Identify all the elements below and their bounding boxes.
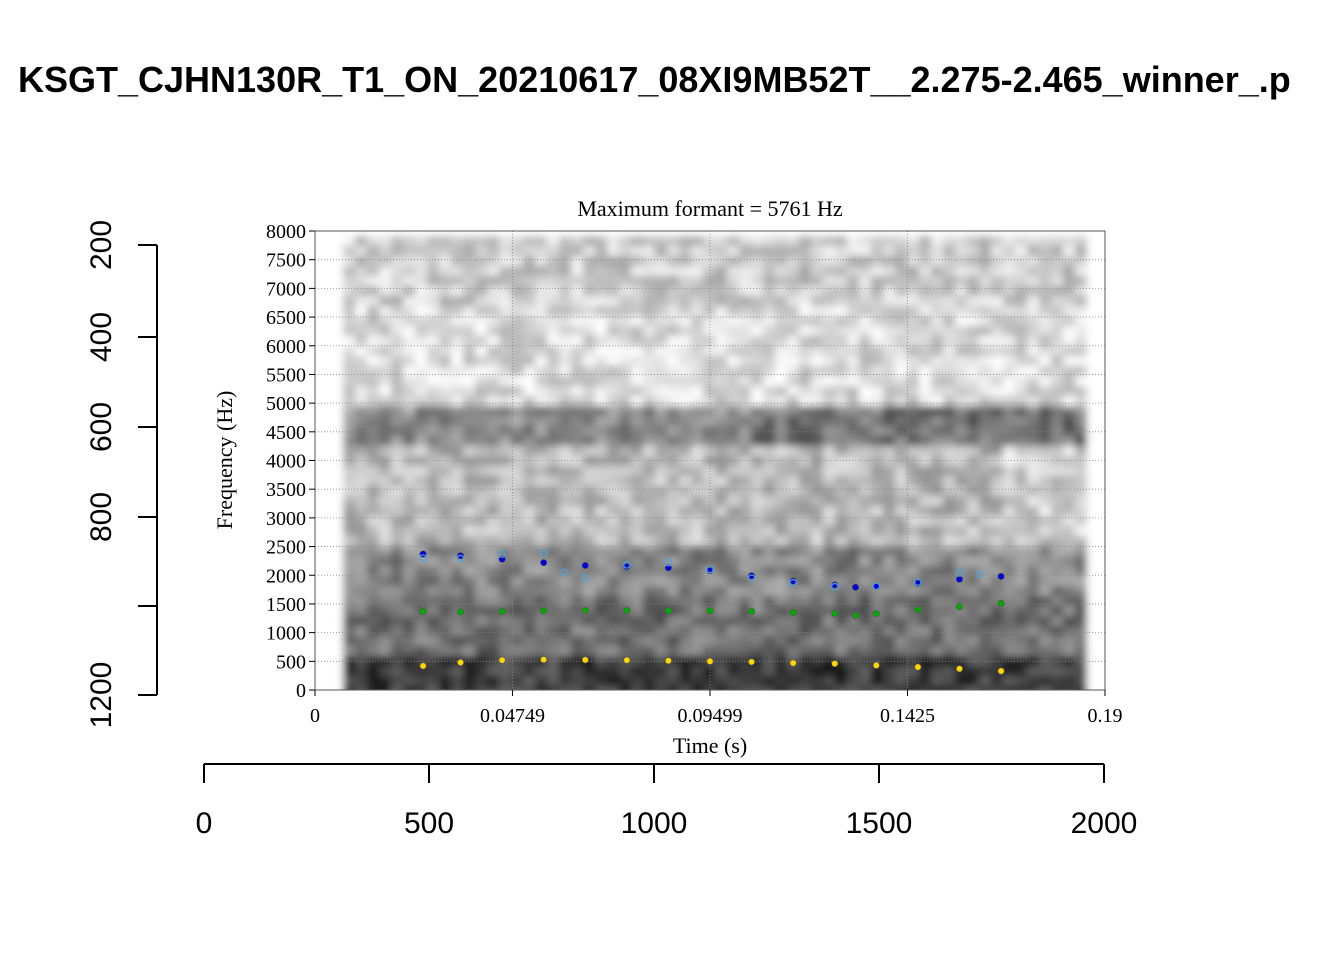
formant-points [419,549,1005,675]
formant-point [623,656,631,664]
y-tick-label: 7000 [266,278,306,300]
formant-point [540,607,548,615]
outer-y-tick-label: 800 [85,492,118,542]
formant-point [623,606,631,614]
formant-point [498,607,506,615]
outer-x-tick-label: 2000 [1071,807,1138,840]
outer-x-tick-label: 0 [196,807,213,840]
formant-point [540,656,548,664]
y-tick-label: 8000 [266,221,306,243]
formant-point [456,554,465,563]
outer-x-tick-label: 1500 [846,807,913,840]
outer-x-tick-label: 500 [404,807,454,840]
formant-point [955,665,963,673]
formant-point [581,606,589,614]
y-tick-label: 1000 [266,623,306,645]
formant-point [914,578,922,586]
y-tick-label: 2500 [266,537,306,559]
y-tick-label: 3500 [266,479,306,501]
y-tick-label: 5000 [266,393,306,415]
outer-x-tick-label: 1000 [621,807,688,840]
formant-point [872,661,880,669]
formant-point [498,656,506,664]
x-tick-label: 0.1425 [880,705,935,727]
y-tick-label: 3000 [266,508,306,530]
formant-point [955,603,963,611]
outer-y-axis: 200 400 600 800 1200 [85,220,158,729]
formant-point [419,554,427,562]
y-tick-label: 6000 [266,336,306,358]
y-tick-label: 4500 [266,422,306,444]
formant-point [789,659,797,667]
y-tick-label: 500 [276,651,306,673]
formant-point [664,558,673,567]
formant-point [748,572,756,580]
formant-point [831,660,839,668]
formant-point [955,575,963,583]
outer-y-tick-label: 200 [85,220,118,270]
formant-point [852,611,860,619]
y-axis-label: Frequency (Hz) [212,391,237,530]
x-tick-label: 0 [310,705,320,727]
y-tick-label: 4000 [266,451,306,473]
y-tick-label: 6500 [266,307,306,329]
formant-point [560,568,569,577]
formant-point [955,569,964,577]
formant-point [581,656,589,664]
page-title: KSGT_CJHN130R_T1_ON_20210617_08XI9MB52T_… [18,59,1291,100]
formant-point [914,663,922,671]
formant-point [997,599,1005,607]
formant-point [581,574,590,582]
formant-point [664,657,672,665]
formant-point [852,583,860,591]
x-tick-label: 0.04749 [480,705,545,727]
outer-y-tick-label: 1200 [85,662,118,729]
y-tick-label: 2000 [266,565,306,587]
formant-point [498,550,506,558]
y-axis: 0 500 1000 1500 2000 2500 3000 3500 4000 4500 5000… [266,221,315,702]
x-tick-label: 0.19 [1088,705,1123,727]
x-axis: 0 0.04749 0.09499 0.1425 0.19 [310,690,1123,727]
formant-point [831,610,839,618]
formant-point [457,608,465,616]
formant-point [747,574,756,582]
formant-point [748,607,756,615]
formant-point [581,561,589,569]
formant-point [914,606,922,614]
formant-point [872,582,881,590]
x-axis-label: Time (s) [673,733,747,758]
formant-point [830,582,839,591]
outer-x-axis: 0 500 1000 1500 2000 [196,763,1138,840]
formant-point [706,657,714,665]
formant-point [872,610,880,618]
formant-point [419,607,427,615]
formant-point [976,570,985,578]
formant-point [664,564,672,572]
formant-point [789,609,797,617]
formant-point [748,658,756,666]
formant-point [539,549,548,557]
formant-point [419,662,427,670]
x-tick-label: 0.09499 [677,705,742,727]
formant-point [540,559,548,567]
formant-point [623,561,631,569]
formant-point [997,667,1005,675]
chart-subtitle: Maximum formant = 5761 Hz [577,196,843,221]
y-tick-label: 5500 [266,364,306,386]
y-tick-label: 0 [296,680,306,702]
y-tick-label: 7500 [266,250,306,272]
formant-point [706,607,714,615]
formant-point [457,658,465,666]
formant-point [997,572,1005,580]
outer-y-tick-label: 400 [85,312,118,362]
outer-y-tick-label: 600 [85,402,118,452]
formant-point [706,565,714,574]
formant-point [789,578,797,587]
y-tick-label: 1500 [266,594,306,616]
formant-point [664,607,672,615]
formant-point [498,555,506,563]
